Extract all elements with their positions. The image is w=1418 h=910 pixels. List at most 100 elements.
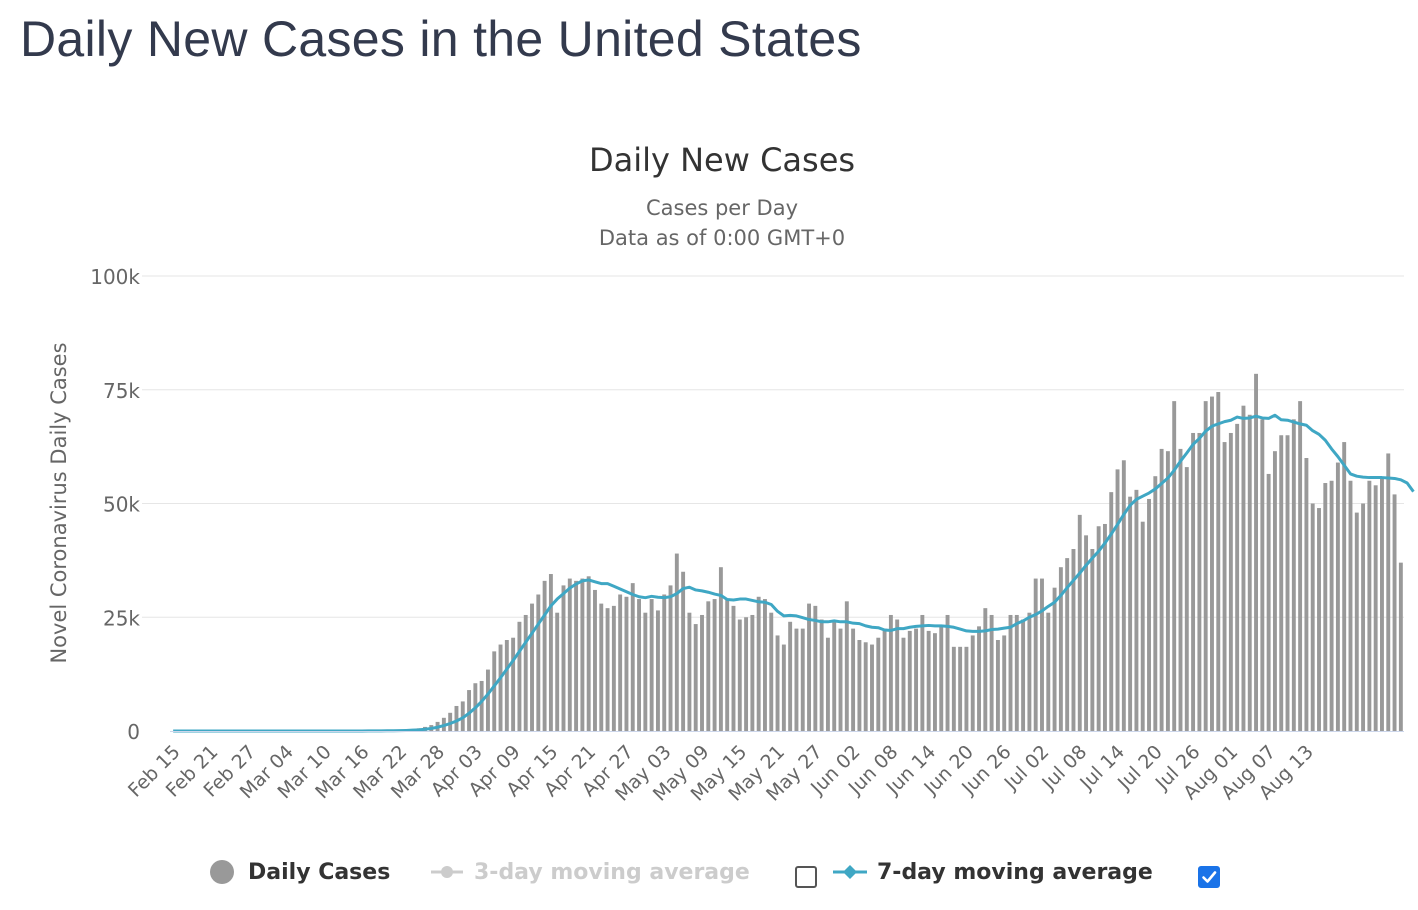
daily-cases-bar (914, 628, 919, 731)
daily-cases-bar (794, 628, 799, 731)
daily-cases-bar (1014, 614, 1019, 731)
daily-cases-bar (706, 601, 711, 731)
daily-cases-bar (536, 594, 541, 731)
daily-cases-bar (788, 621, 793, 731)
daily-cases-bar (1254, 373, 1258, 731)
daily-cases-bar (737, 619, 742, 731)
daily-cases-bar (687, 612, 692, 731)
daily-new-cases-chart: Daily New Cases Cases per Day Data as of… (47, 141, 1415, 806)
daily-cases-bar (649, 599, 654, 731)
daily-cases-bar (1392, 494, 1397, 731)
legend: Daily Cases 3-day moving average 7-day m… (0, 852, 1418, 892)
daily-cases-bar (555, 612, 560, 731)
legend-item-3-day-average[interactable]: 3-day moving average (430, 852, 750, 892)
line-diamond-marker-icon (833, 865, 867, 879)
daily-cases-bar (593, 589, 597, 731)
daily-cases-bar (1291, 419, 1296, 731)
daily-cases-bar (580, 578, 585, 731)
checkmark-icon (1202, 871, 1217, 883)
daily-cases-bar (611, 605, 616, 731)
daily-cases-bar (775, 635, 780, 731)
daily-cases-bar (756, 596, 761, 731)
daily-cases-bar (781, 644, 786, 731)
daily-cases-bar (750, 614, 755, 731)
daily-cases-bar (1203, 401, 1208, 731)
daily-cases-bar (895, 619, 900, 731)
daily-cases-bar (1184, 467, 1189, 731)
daily-cases-bar (876, 637, 881, 731)
daily-cases-bar (1027, 612, 1032, 731)
daily-cases-bar (1153, 476, 1158, 731)
y-axis-ticks: 0 25k 50k 75k 100k (90, 265, 140, 744)
daily-cases-bar (605, 608, 610, 731)
legend-item-7-day-average[interactable]: 7-day moving average (832, 852, 1153, 892)
legend-item-daily-cases[interactable]: Daily Cases (208, 852, 390, 892)
checkbox-7-day-average[interactable] (1198, 866, 1220, 888)
daily-cases-bar (907, 630, 912, 731)
daily-cases-bar (1354, 512, 1359, 731)
daily-cases-bar (668, 585, 673, 731)
daily-cases-bar (1021, 619, 1026, 731)
grid-lines (142, 275, 1404, 618)
daily-cases-bar (1046, 612, 1051, 731)
checkbox-3-day-average[interactable] (795, 866, 817, 888)
daily-cases-bar (851, 628, 856, 731)
daily-cases-bar (1373, 485, 1378, 731)
daily-cases-bar (1298, 401, 1303, 731)
daily-cases-bar (1071, 549, 1076, 731)
daily-cases-bar (1115, 469, 1120, 731)
daily-cases-bar (655, 610, 660, 731)
daily-cases-bar (1260, 419, 1265, 731)
daily-cases-bar (1335, 462, 1340, 731)
daily-cases-bar (863, 642, 868, 731)
daily-cases-bar (523, 614, 528, 731)
daily-cases-bar (1266, 473, 1271, 731)
y-tick-label: 25k (103, 606, 140, 630)
daily-cases-bar (630, 583, 635, 731)
daily-cases-bar (467, 690, 472, 731)
daily-cases-bar (1002, 635, 1007, 731)
daily-cases-bar (1323, 483, 1328, 731)
daily-cases-bar (1033, 578, 1038, 731)
y-tick-label: 100k (90, 265, 140, 289)
daily-cases-bar (825, 637, 830, 731)
daily-cases-bar (958, 646, 963, 731)
daily-cases-bar (1329, 480, 1334, 731)
daily-cases-bar (1216, 392, 1221, 731)
daily-cases-bar (700, 614, 704, 731)
daily-cases-bar (844, 601, 849, 731)
daily-cases-bar (1121, 460, 1126, 731)
daily-cases-bar (1178, 448, 1183, 731)
daily-cases-bar (1228, 432, 1233, 731)
daily-cases-bar (548, 574, 553, 731)
y-tick-label: 50k (103, 493, 140, 517)
daily-cases-bar (479, 680, 484, 731)
chart-subtitle-1: Cases per Day (646, 196, 798, 220)
daily-cases-bar (504, 640, 509, 731)
daily-cases-bar (599, 603, 604, 731)
daily-cases-bar (681, 571, 686, 731)
daily-cases-bar (454, 705, 459, 731)
daily-cases-bar (574, 580, 579, 731)
daily-cases-bar (1317, 508, 1321, 731)
daily-cases-bar (1134, 489, 1139, 731)
daily-cases-bar (807, 603, 811, 731)
daily-cases-bar (1247, 414, 1252, 731)
daily-cases-bar (1241, 405, 1246, 731)
daily-cases-bar (1090, 549, 1095, 731)
daily-cases-bar (561, 585, 566, 731)
daily-cases-bar (567, 578, 572, 731)
daily-cases-bar (1172, 401, 1177, 731)
daily-cases-bar (832, 621, 837, 731)
daily-cases-bar (1165, 451, 1170, 731)
daily-cases-bar (1272, 451, 1277, 731)
daily-cases-bar (511, 637, 516, 731)
daily-cases-bar (769, 612, 774, 731)
daily-cases-bar (933, 633, 937, 731)
daily-cases-bar (813, 605, 818, 731)
daily-cases-bar (1235, 423, 1240, 731)
daily-cases-bar (1128, 496, 1133, 731)
y-tick-label: 75k (103, 379, 140, 403)
daily-cases-bar (1304, 458, 1309, 731)
daily-cases-bar (712, 599, 717, 731)
